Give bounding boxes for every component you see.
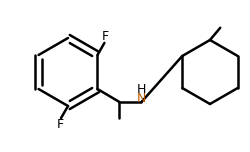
Text: N: N bbox=[137, 92, 146, 105]
Text: F: F bbox=[56, 118, 64, 131]
Text: F: F bbox=[102, 30, 109, 43]
Text: H: H bbox=[137, 83, 146, 95]
